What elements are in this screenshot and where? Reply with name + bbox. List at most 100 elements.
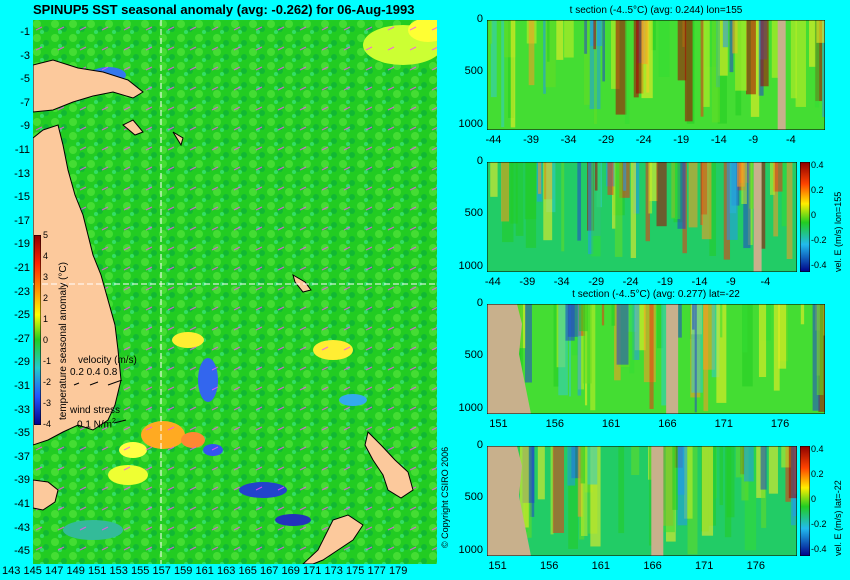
- map-x-tick: 157: [152, 565, 171, 577]
- section-cell: [593, 20, 597, 50]
- map-y-tick: -13: [14, 167, 30, 180]
- main-title: SPINUP5 SST seasonal anomaly (avg: -0.26…: [33, 2, 415, 17]
- map-y-tick: -3: [20, 49, 30, 62]
- map-colorbar-tick: 1: [43, 314, 49, 324]
- section-cell: [812, 304, 820, 411]
- section-cell: [550, 446, 554, 535]
- map-y-tick: -41: [14, 498, 30, 510]
- section-x-tick: -44: [484, 276, 501, 288]
- section-cell: [732, 20, 738, 54]
- section-cell: [758, 304, 767, 378]
- section-cell: [795, 20, 806, 107]
- section-x-tick: 176: [746, 560, 766, 572]
- section-cell: [630, 162, 637, 258]
- section-cell: [489, 20, 493, 44]
- map-colorbar-tick: 5: [43, 230, 49, 240]
- map-colorbar-tick: 2: [43, 293, 49, 303]
- section-cell: [684, 446, 693, 519]
- section-cell: [702, 20, 710, 107]
- section-land: [753, 162, 762, 272]
- section-land: [487, 446, 664, 556]
- map-x-tick: 159: [174, 565, 193, 577]
- section-y-tick: 500: [464, 491, 483, 504]
- wind-stress-title: wind stress: [70, 405, 121, 416]
- section-x-tick: -29: [588, 276, 605, 288]
- section-cell: [614, 162, 623, 257]
- map-y-tick: -21: [14, 262, 30, 274]
- map-x-tick: 171: [303, 565, 322, 577]
- section-x-tick: -34: [560, 134, 577, 146]
- section-x-tick: -4: [785, 134, 796, 146]
- section-cell: [635, 20, 644, 94]
- section-x-tick: 151: [488, 560, 507, 572]
- section-plot: [487, 304, 825, 414]
- section-x-tick: -34: [553, 276, 570, 288]
- section-cell: [768, 446, 778, 494]
- section-cell: [691, 304, 703, 393]
- section-cell: [564, 20, 574, 58]
- velocity-legend-arrows: [73, 380, 123, 386]
- map-x-tick: 169: [281, 565, 300, 577]
- section-cell: [567, 446, 576, 486]
- section-cell: [786, 162, 793, 260]
- map-x-tick: 163: [217, 565, 236, 577]
- section-cell: [788, 446, 797, 499]
- section-cell: [701, 446, 714, 536]
- section-cell: [663, 446, 675, 533]
- section-y-tick: 0: [476, 13, 483, 25]
- section-cell: [816, 304, 824, 396]
- section-cell: [582, 304, 592, 384]
- section-x-tick: -14: [691, 276, 708, 288]
- section-plot: [487, 162, 797, 272]
- section-cell: [677, 446, 685, 495]
- wind-stress-exp: 2: [112, 418, 116, 425]
- velocity-legend-title: velocity (m/s): [78, 355, 137, 366]
- map-y-tick: -45: [14, 545, 30, 558]
- section-cell: [580, 446, 586, 484]
- section-cell: [658, 20, 670, 77]
- map-x-tick: 161: [195, 565, 214, 577]
- section-colorbar-tick: -0.4: [811, 260, 827, 270]
- section-cell: [556, 20, 564, 60]
- section-x-tick: -9: [726, 276, 736, 288]
- map-colorbar-label: temperature seasonal anomaly (°C): [58, 262, 69, 420]
- map-x-tick: 151: [88, 565, 107, 577]
- map-y-tick: -15: [14, 191, 30, 204]
- section-cell: [737, 162, 745, 187]
- section-cell: [701, 162, 712, 240]
- section-x-tick: -39: [519, 276, 536, 288]
- section-x-tick: -4: [760, 276, 771, 288]
- map-y-tick: -19: [14, 238, 30, 251]
- section-cell: [615, 20, 627, 115]
- section-cell: [692, 304, 695, 330]
- sst-anomaly-map: [33, 20, 437, 564]
- section-x-tick: 156: [540, 560, 559, 572]
- section-cell: [711, 304, 720, 378]
- section-cell: [717, 20, 728, 76]
- section-cell: [720, 304, 723, 338]
- section-cell: [593, 20, 597, 125]
- section-cell: [543, 20, 546, 94]
- section-y-tick: 1000: [458, 259, 483, 272]
- map-colorbar: [34, 235, 41, 425]
- map-y-tick: -29: [14, 356, 30, 369]
- section-cell: [552, 446, 565, 533]
- section-cell: [641, 20, 648, 65]
- section-cell: [760, 446, 767, 490]
- section-cell: [744, 446, 757, 551]
- section-cell: [711, 20, 720, 123]
- section-cell: [634, 304, 646, 351]
- map-x-tick: 143: [2, 565, 21, 577]
- map-colorbar-tick: -3: [43, 398, 52, 408]
- section-cell: [624, 20, 630, 124]
- section-cell: [538, 162, 542, 194]
- section-cell: [565, 304, 575, 341]
- section-colorbar-tick: -0.2: [811, 519, 827, 529]
- map-colorbar-tick: -2: [43, 377, 52, 387]
- section-cell: [719, 446, 724, 506]
- section-cell: [670, 162, 681, 220]
- section-cell: [571, 446, 583, 479]
- map-y-tick: -31: [14, 380, 30, 392]
- section-x-tick: 171: [714, 418, 733, 430]
- section-x-tick: 176: [770, 418, 790, 430]
